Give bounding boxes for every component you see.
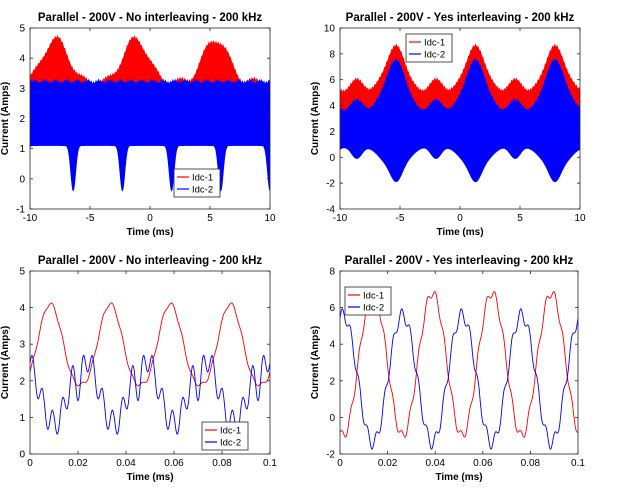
- x-tick-label: 0.02: [68, 458, 88, 469]
- x-tick-label: 5: [517, 213, 523, 224]
- y-tick-label: 2: [19, 114, 25, 125]
- y-tick-label: 6: [329, 303, 335, 314]
- y-tick-label: 4: [19, 54, 25, 65]
- y-tick-label: 10: [324, 24, 336, 35]
- chart-title: Parallel - 200V - No interleaving - 200 …: [38, 255, 263, 267]
- y-tick-label: 0: [19, 450, 25, 461]
- legend-label-idc-1: Idc-1: [424, 38, 445, 49]
- data-layer: [30, 302, 270, 435]
- y-axis-label: Current (Amps): [310, 82, 321, 155]
- y-tick-label: 3: [19, 340, 25, 351]
- axes-box: [29, 270, 271, 455]
- y-tick-label: 0: [19, 174, 25, 185]
- x-tick-label: 0.04: [116, 458, 136, 469]
- chart-panel-3: 0 0.02 0.04 0.06 0.08 0.1 0 1 2 3 4 5 Parallel - 200…: [0, 255, 277, 483]
- y-axis-label: Current (Amps): [0, 326, 11, 399]
- data-layer: [340, 43, 580, 183]
- x-tick-label: 5: [207, 213, 213, 224]
- y-tick-label: 2: [19, 376, 25, 387]
- legend-box: [173, 168, 221, 198]
- legend-box: [405, 33, 453, 63]
- y-tick-label: 5: [19, 24, 25, 35]
- x-tick-label: 0.08: [212, 458, 232, 469]
- legend-box: [201, 421, 249, 451]
- legend-label-idc-1: Idc-1: [220, 426, 241, 437]
- x-tick-label: -5: [86, 213, 95, 224]
- x-tick-label: -10: [333, 213, 348, 224]
- series-ripple-idc-1: [340, 43, 580, 95]
- x-tick-label: 0.1: [263, 458, 277, 469]
- x-tick-label: 0.04: [425, 458, 445, 469]
- series-ripple-idc-2: [340, 57, 580, 114]
- x-tick-label: 10: [574, 213, 586, 224]
- x-axis-label: Time (ms): [126, 227, 173, 238]
- series-ripple-idc-1: [30, 34, 270, 89]
- x-axis-label: Time (ms): [435, 472, 482, 483]
- x-tick-label: 0.1: [571, 458, 585, 469]
- legend-label-idc-2: Idc-2: [192, 185, 213, 196]
- y-tick-label: 4: [329, 101, 335, 112]
- x-tick-label: 0: [147, 213, 153, 224]
- chart-title: Parallel - 200V - Yes interleaving - 200…: [345, 255, 574, 267]
- y-axis-label: Current (Amps): [310, 326, 321, 399]
- y-tick-label: 2: [329, 127, 335, 138]
- x-tick-label: 0.06: [473, 458, 493, 469]
- chart-panel-2: -10 -5 0 5 10 -4 -2 0 2 4 6 8 10 Parallel - 200V - Ye…: [310, 12, 586, 238]
- legend-label-idc-2: Idc-2: [363, 303, 384, 314]
- x-tick-label: 0: [457, 213, 463, 224]
- y-tick-label: 6: [329, 75, 335, 86]
- x-tick-label: -10: [23, 213, 38, 224]
- y-tick-label: -2: [326, 179, 335, 190]
- series-line-idc-1: [30, 302, 270, 387]
- y-tick-label: 5: [19, 267, 25, 278]
- series-line-idc-2: [340, 308, 578, 450]
- x-tick-label: -5: [396, 213, 405, 224]
- y-tick-label: -4: [326, 205, 335, 216]
- chart-title: Parallel - 200V - Yes interleaving - 200…: [346, 12, 575, 24]
- y-axis-label: Current (Amps): [0, 82, 11, 155]
- y-tick-label: 8: [329, 49, 335, 60]
- legend-label-idc-1: Idc-1: [192, 173, 213, 184]
- y-tick-label: 8: [329, 267, 335, 278]
- y-tick-label: 1: [19, 144, 25, 155]
- series-band-idc-2: [340, 59, 580, 183]
- axes-box: [339, 270, 579, 455]
- y-tick-label: 1: [19, 413, 25, 424]
- legend-label-idc-2: Idc-2: [220, 438, 241, 449]
- legend-box: [344, 286, 392, 316]
- y-tick-label: -1: [16, 205, 25, 216]
- legend-label-idc-1: Idc-1: [363, 291, 384, 302]
- y-tick-label: 0: [329, 413, 335, 424]
- y-tick-label: 2: [329, 376, 335, 387]
- x-axis-label: Time (ms): [126, 472, 173, 483]
- y-tick-label: 0: [329, 153, 335, 164]
- x-tick-label: 0: [27, 458, 33, 469]
- y-tick-label: 4: [329, 340, 335, 351]
- x-tick-label: 0.08: [521, 458, 541, 469]
- chart-title: Parallel - 200V - No interleaving - 200 …: [38, 12, 263, 24]
- series-ripple-idc-2: [30, 78, 270, 87]
- x-axis-label: Time (ms): [436, 227, 483, 238]
- y-tick-label: 4: [19, 303, 25, 314]
- legend-label-idc-2: Idc-2: [424, 50, 445, 61]
- x-tick-label: 0.02: [378, 458, 398, 469]
- x-tick-label: 0: [337, 458, 343, 469]
- x-tick-label: 10: [264, 213, 276, 224]
- data-layer: [30, 34, 270, 192]
- y-tick-label: 3: [19, 84, 25, 95]
- x-tick-label: 0.06: [164, 458, 184, 469]
- y-tick-label: -2: [326, 450, 335, 461]
- series-line-idc-2: [30, 354, 270, 435]
